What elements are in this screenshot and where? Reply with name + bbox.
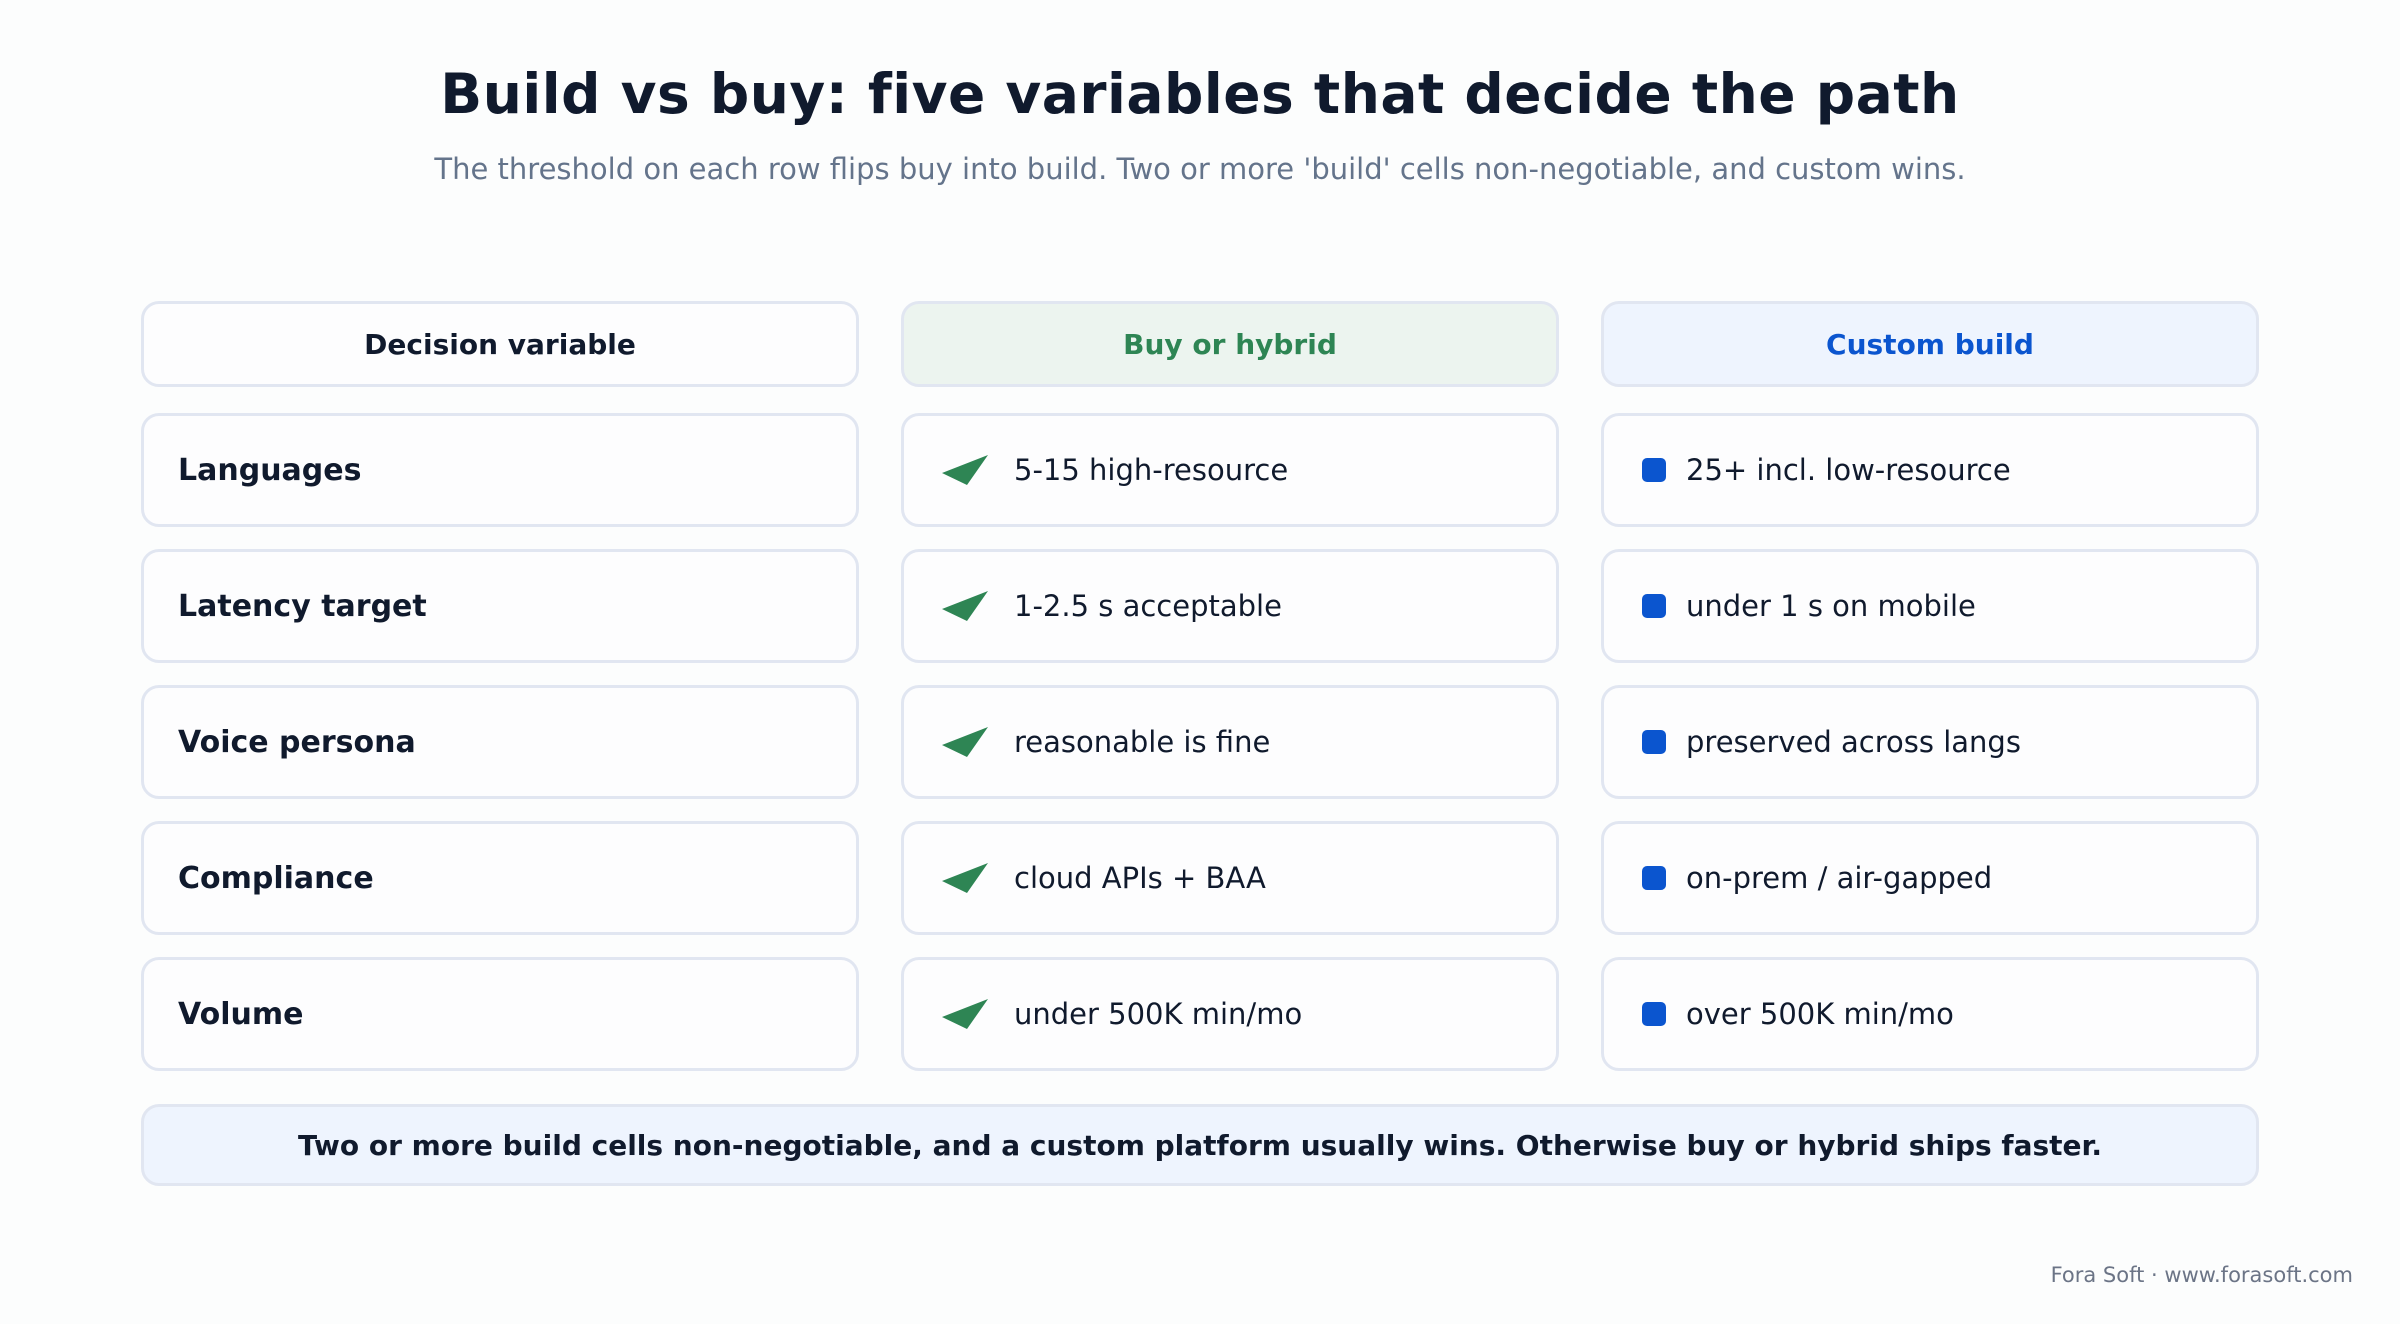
buy-cell: reasonable is fine — [901, 685, 1559, 799]
variable-cell: Voice persona — [141, 685, 859, 799]
build-value: 25+ incl. low-resource — [1686, 453, 2011, 487]
summary-callout: Two or more build cells non-negotiable, … — [141, 1104, 2259, 1186]
header-decision-variable: Decision variable — [141, 301, 859, 387]
send-arrow-icon — [942, 727, 988, 757]
buy-cell: 5-15 high-resource — [901, 413, 1559, 527]
build-value: on-prem / air-gapped — [1686, 861, 1993, 895]
variable-label: Volume — [178, 996, 304, 1032]
buy-cell: cloud APIs + BAA — [901, 821, 1559, 935]
variable-cell: Compliance — [141, 821, 859, 935]
send-arrow-icon — [942, 863, 988, 893]
send-arrow-icon — [942, 999, 988, 1029]
build-cell: over 500K min/mo — [1601, 957, 2259, 1071]
buy-value: 1-2.5 s acceptable — [1014, 589, 1282, 623]
credit-text: Fora Soft · www.forasoft.com — [2050, 1263, 2353, 1287]
summary-text: Two or more build cells non-negotiable, … — [298, 1128, 2102, 1162]
header-buy-or-hybrid: Buy or hybrid — [901, 301, 1559, 387]
build-value: preserved across langs — [1686, 725, 2021, 759]
build-cell: 25+ incl. low-resource — [1601, 413, 2259, 527]
page-subtitle: The threshold on each row flips buy into… — [434, 152, 1966, 186]
buy-cell: under 500K min/mo — [901, 957, 1559, 1071]
build-value: over 500K min/mo — [1686, 997, 1954, 1031]
send-arrow-icon — [942, 455, 988, 485]
build-cell: preserved across langs — [1601, 685, 2259, 799]
square-bullet-icon — [1642, 458, 1666, 482]
variable-cell: Volume — [141, 957, 859, 1071]
variable-cell: Latency target — [141, 549, 859, 663]
build-value: under 1 s on mobile — [1686, 589, 1976, 623]
build-cell: on-prem / air-gapped — [1601, 821, 2259, 935]
buy-value: under 500K min/mo — [1014, 997, 1303, 1031]
buy-value: reasonable is fine — [1014, 725, 1271, 759]
variable-cell: Languages — [141, 413, 859, 527]
square-bullet-icon — [1642, 594, 1666, 618]
header-custom-build: Custom build — [1601, 301, 2259, 387]
square-bullet-icon — [1642, 730, 1666, 754]
buy-value: 5-15 high-resource — [1014, 453, 1289, 487]
variable-label: Latency target — [178, 588, 427, 624]
send-arrow-icon — [942, 591, 988, 621]
square-bullet-icon — [1642, 1002, 1666, 1026]
square-bullet-icon — [1642, 866, 1666, 890]
variable-label: Languages — [178, 452, 362, 488]
build-cell: under 1 s on mobile — [1601, 549, 2259, 663]
variable-label: Voice persona — [178, 724, 416, 760]
variable-label: Compliance — [178, 860, 374, 896]
buy-value: cloud APIs + BAA — [1014, 861, 1266, 895]
buy-cell: 1-2.5 s acceptable — [901, 549, 1559, 663]
page-title: Build vs buy: five variables that decide… — [440, 62, 1960, 126]
